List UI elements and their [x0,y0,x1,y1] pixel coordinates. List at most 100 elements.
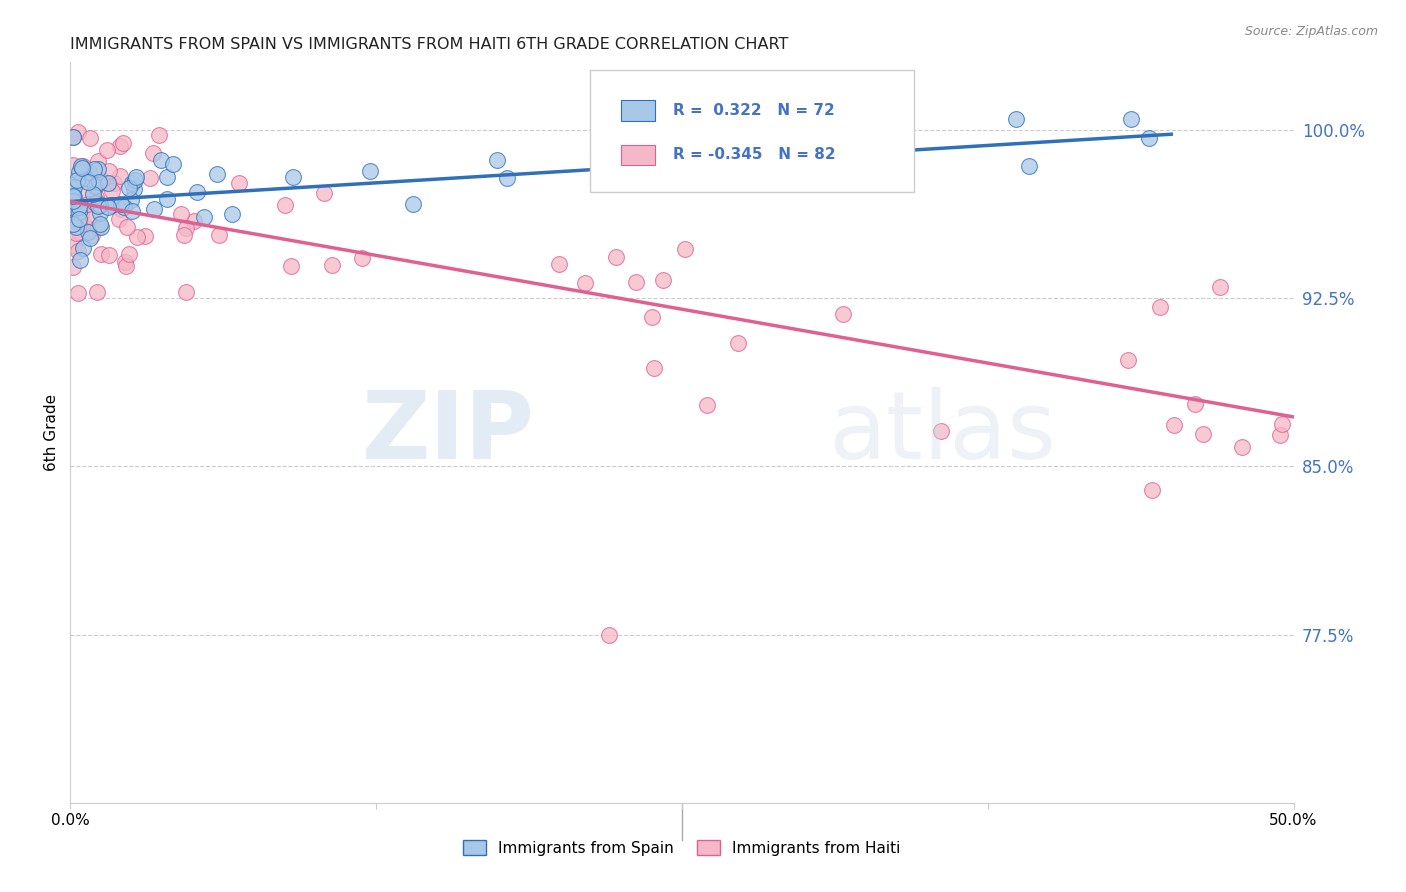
Point [97,200,120,214]
Text: atlas: atlas [828,386,1057,479]
Point [62,182,84,196]
Point [170,207,193,221]
Point [69,215,91,229]
Y-axis label: 6th Grade: 6th Grade [44,394,59,471]
Point [1140,483,1163,497]
Point [90,172,112,186]
Point [83,195,105,210]
Point [67,285,90,300]
Point [156,169,179,184]
Point [62,194,84,208]
Point [929,424,952,438]
Point [139,170,162,185]
Point [162,157,184,171]
Point [70,207,93,221]
Point [314,186,336,200]
Point [1191,426,1213,441]
Point [62,217,84,231]
FancyBboxPatch shape [591,70,914,192]
Point [813,139,835,153]
Point [72,216,94,230]
Point [124,182,146,196]
Point [63,179,86,194]
Point [62,260,84,274]
Point [281,169,304,184]
Point [70,159,93,173]
Point [89,217,111,231]
Point [82,227,104,242]
Point [118,181,141,195]
Point [67,200,90,214]
Point [84,194,107,208]
Point [84,190,107,204]
Point [86,219,108,234]
Point [103,176,125,190]
Point [110,169,132,184]
Point [90,247,112,261]
Point [86,178,108,192]
Point [83,161,105,176]
Point [79,231,101,245]
Point [121,177,143,191]
Point [77,164,100,178]
Text: ZIP: ZIP [363,386,536,479]
Point [149,153,172,168]
Point [62,189,84,203]
Point [1268,428,1291,442]
Point [1005,112,1028,126]
Point [72,159,94,173]
Point [110,202,132,216]
Point [1271,417,1294,431]
FancyBboxPatch shape [621,100,655,121]
Point [624,275,647,289]
Point [1137,131,1160,145]
Point [321,258,343,272]
Text: IMMIGRANTS FROM SPAIN VS IMMIGRANTS FROM HAITI 6TH GRADE CORRELATION CHART: IMMIGRANTS FROM SPAIN VS IMMIGRANTS FROM… [70,37,789,52]
Point [134,228,156,243]
Point [1163,417,1185,432]
Point [148,128,170,142]
Point [818,137,841,152]
Point [176,285,198,299]
Point [879,141,901,155]
Point [110,197,132,211]
Point [67,225,90,239]
Point [87,175,110,189]
Point [69,165,91,179]
Point [65,219,87,234]
Point [208,227,231,242]
Point [673,242,696,256]
Point [127,230,149,244]
Point [183,214,205,228]
Point [651,273,673,287]
Point [62,158,84,172]
Point [173,228,195,243]
Point [86,285,108,300]
Point [1149,301,1171,315]
Point [350,252,373,266]
Point [124,173,146,187]
Point [62,178,84,192]
Point [402,196,425,211]
Point [114,259,136,273]
Point [619,126,641,140]
Point [1184,397,1206,411]
Point [63,238,86,252]
Point [62,206,84,220]
Point [96,144,118,158]
Point [66,124,89,138]
Point [76,225,98,239]
Point [598,142,620,156]
Point [72,241,94,255]
Point [641,310,664,324]
Text: Source: ZipAtlas.com: Source: ZipAtlas.com [1244,25,1378,38]
Point [84,179,107,194]
FancyBboxPatch shape [621,145,655,165]
Point [174,221,197,235]
Point [67,204,90,219]
Point [108,139,131,153]
Point [100,198,122,212]
Point [66,173,89,187]
Point [67,211,90,226]
Point [120,193,142,207]
